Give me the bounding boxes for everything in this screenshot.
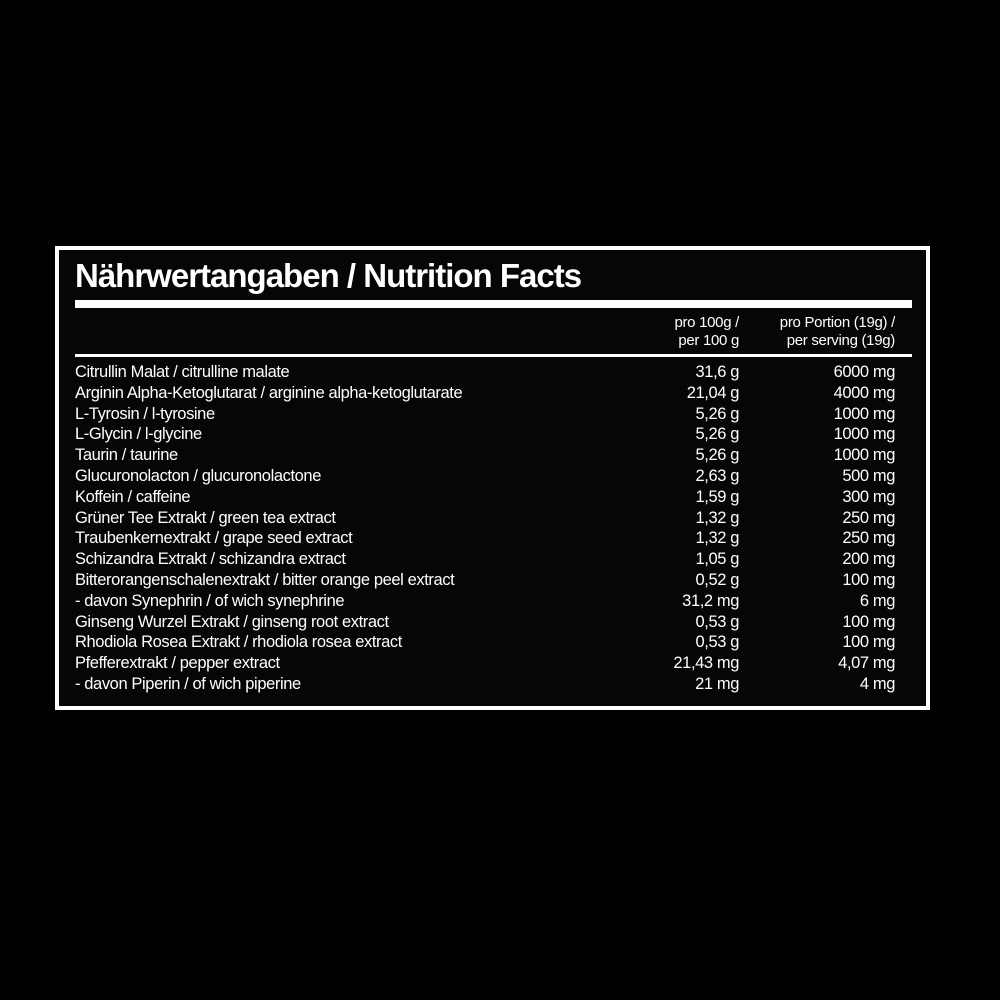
column-header-per-100g-line1: pro 100g /: [674, 314, 739, 331]
row-label: Traubenkernextrakt / grape seed extract: [75, 529, 353, 548]
table-row: - davon Synephrin / of wich synephrine 3…: [75, 591, 895, 612]
table-row: L-Glycin / l-glycine 5,26 g 1000 mg: [75, 424, 895, 445]
row-perserving: 200 mg: [842, 550, 895, 569]
row-label: Ginseng Wurzel Extrakt / ginseng root ex…: [75, 612, 389, 631]
row-label: Koffein / caffeine: [75, 487, 191, 506]
row-label: - davon Piperin / of wich piperine: [75, 674, 301, 693]
row-label: Arginin Alpha-Ketoglutarat / arginine al…: [75, 383, 463, 402]
row-label: L-Tyrosin / l-tyrosine: [75, 404, 215, 423]
row-per100: 0,52 g: [695, 570, 740, 589]
table-row: Pfefferextrakt / pepper extract 21,43 mg…: [75, 653, 895, 674]
row-per100: 1,32 g: [695, 508, 740, 527]
row-label: Pfefferextrakt / pepper extract: [75, 654, 280, 673]
column-header-per-serving: pro Portion (19g) / per serving (19g): [739, 314, 896, 350]
table-row: L-Tyrosin / l-tyrosine 5,26 g 1000 mg: [75, 404, 895, 425]
row-label: L-Glycin / l-glycine: [75, 425, 202, 444]
table-row: Koffein / caffeine 1,59 g 300 mg: [75, 487, 895, 508]
nutrition-rows: Citrullin Malat / citrulline malate 31,6…: [75, 362, 895, 695]
row-perserving: 1000 mg: [833, 446, 896, 465]
row-per100: 1,05 g: [695, 550, 740, 569]
row-label: - davon Synephrin / of wich synephrine: [75, 591, 345, 610]
row-per100: 21 mg: [695, 674, 739, 693]
row-perserving: 6 mg: [859, 591, 895, 610]
row-perserving: 4000 mg: [833, 383, 896, 402]
table-row: Ginseng Wurzel Extrakt / ginseng root ex…: [75, 612, 895, 633]
nutrition-facts-panel: Nährwertangaben / Nutrition Facts pro 10…: [55, 246, 930, 710]
column-header-per-100g: pro 100g / per 100 g: [599, 314, 739, 350]
row-per100: 31,2 mg: [682, 591, 739, 610]
column-header-per-serving-line1: pro Portion (19g) /: [779, 314, 896, 331]
row-perserving: 500 mg: [842, 466, 895, 485]
row-perserving: 4,07 mg: [838, 654, 895, 673]
row-label: Taurin / taurine: [75, 446, 178, 465]
row-perserving: 250 mg: [842, 529, 895, 548]
row-per100: 31,6 g: [695, 363, 740, 381]
table-row: Rhodiola Rosea Extrakt / rhodiola rosea …: [75, 632, 895, 653]
table-row: Glucuronolacton / glucuronolactone 2,63 …: [75, 466, 895, 487]
row-perserving: 1000 mg: [833, 404, 896, 423]
table-row: Citrullin Malat / citrulline malate 31,6…: [75, 362, 895, 383]
row-perserving: 6000 mg: [833, 363, 896, 381]
row-label: Glucuronolacton / glucuronolactone: [75, 466, 321, 485]
header-divider-line: [75, 354, 912, 357]
row-label: Citrullin Malat / citrulline malate: [75, 363, 290, 381]
column-header-per-100g-line2: per 100 g: [678, 332, 739, 349]
table-row: Grüner Tee Extrakt / green tea extract 1…: [75, 508, 895, 529]
row-perserving: 100 mg: [842, 633, 895, 652]
column-header-per-serving-line2: per serving (19g): [786, 332, 896, 349]
row-per100: 21,04 g: [686, 383, 740, 402]
row-per100: 1,32 g: [695, 529, 740, 548]
row-perserving: 250 mg: [842, 508, 895, 527]
row-per100: 5,26 g: [695, 404, 740, 423]
row-label: Rhodiola Rosea Extrakt / rhodiola rosea …: [75, 633, 402, 652]
row-per100: 1,59 g: [695, 487, 740, 506]
row-label: Schizandra Extrakt / schizandra extract: [75, 550, 346, 569]
row-label: Bitterorangenschalenextrakt / bitter ora…: [75, 570, 455, 589]
row-per100: 5,26 g: [695, 446, 740, 465]
row-per100: 0,53 g: [695, 633, 740, 652]
table-row: Schizandra Extrakt / schizandra extract …: [75, 549, 895, 570]
title-divider-bar: [75, 300, 912, 308]
table-row: Taurin / taurine 5,26 g 1000 mg: [75, 445, 895, 466]
row-per100: 0,53 g: [695, 612, 740, 631]
nutrition-facts-title: Nährwertangaben / Nutrition Facts: [75, 257, 582, 294]
column-headers: pro 100g / per 100 g pro Portion (19g) /…: [75, 314, 895, 350]
row-per100: 2,63 g: [695, 466, 740, 485]
row-per100: 21,43 mg: [673, 654, 739, 673]
row-perserving: 100 mg: [842, 570, 895, 589]
row-perserving: 100 mg: [842, 612, 895, 631]
table-row: Traubenkernextrakt / grape seed extract …: [75, 528, 895, 549]
row-per100: 5,26 g: [695, 425, 740, 444]
table-row: Bitterorangenschalenextrakt / bitter ora…: [75, 570, 895, 591]
row-perserving: 4 mg: [859, 674, 895, 693]
row-perserving: 1000 mg: [833, 425, 896, 444]
table-row: - davon Piperin / of wich piperine 21 mg…: [75, 674, 895, 695]
row-perserving: 300 mg: [842, 487, 895, 506]
row-label: Grüner Tee Extrakt / green tea extract: [75, 508, 336, 527]
table-row: Arginin Alpha-Ketoglutarat / arginine al…: [75, 383, 895, 404]
